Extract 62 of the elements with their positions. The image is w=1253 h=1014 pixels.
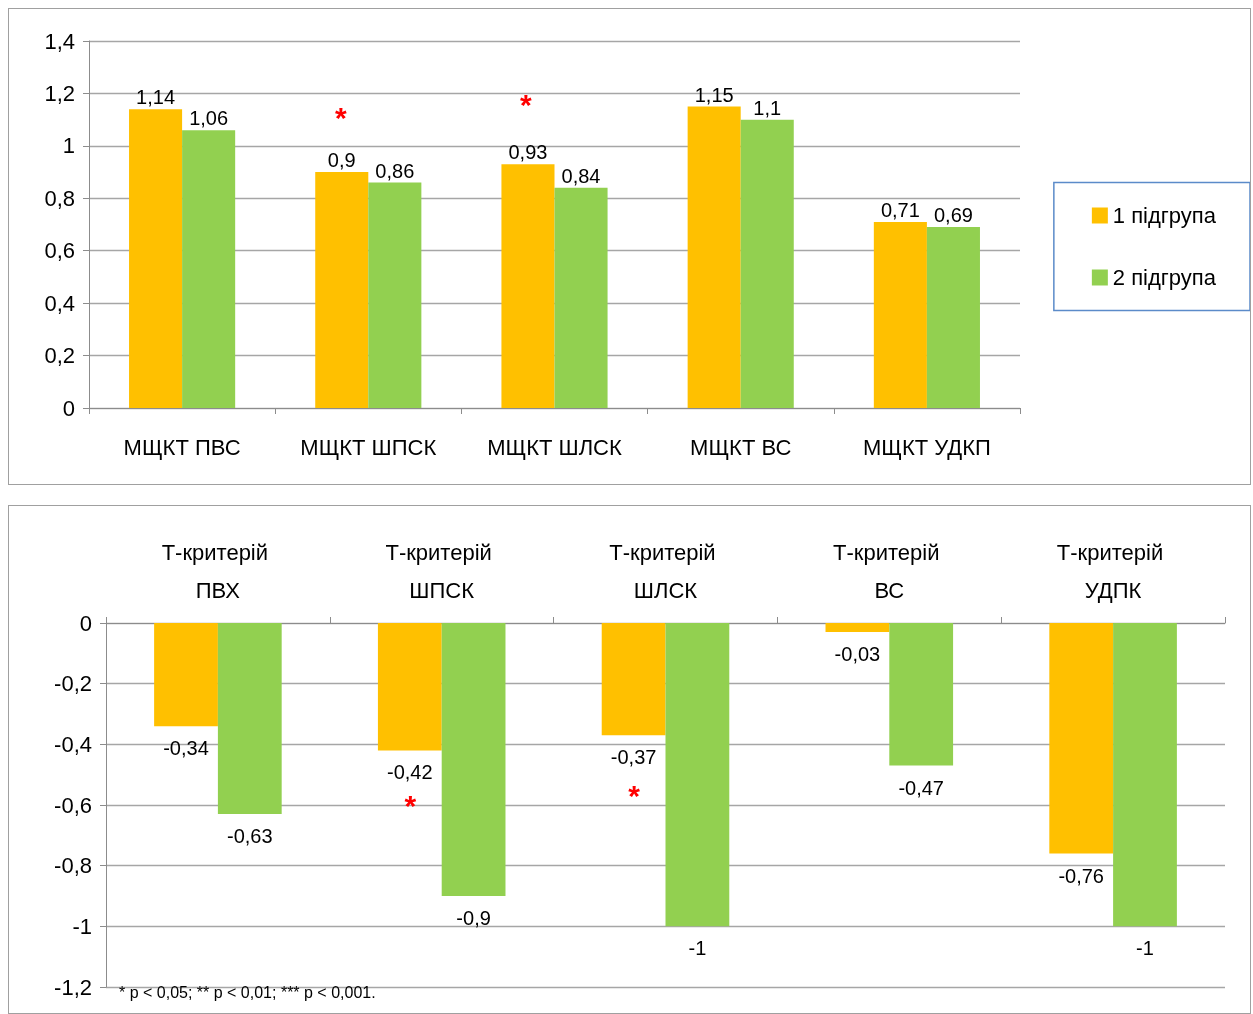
data-label: 0,93 xyxy=(508,141,548,164)
x-tick-label: Т-критерій ПВХ xyxy=(161,539,275,603)
bar xyxy=(554,187,608,408)
x-tick-label: МЩКТ УДКП xyxy=(862,434,991,460)
y-tick-label: 0,2 xyxy=(44,343,75,369)
data-label: 1,1 xyxy=(753,96,782,119)
bar xyxy=(687,106,741,408)
data-label: -0,47 xyxy=(898,776,944,799)
x-tick-label: МЩКТ ШПСК xyxy=(300,434,437,460)
annotation: * xyxy=(628,779,641,813)
y-tick-label: 0 xyxy=(79,610,92,636)
y-tick-label: 0,4 xyxy=(44,290,75,316)
data-label: 0,9 xyxy=(327,149,356,172)
bar xyxy=(501,164,555,408)
bar xyxy=(926,227,980,408)
data-label: -0,42 xyxy=(387,761,433,784)
data-label: -0,63 xyxy=(226,825,273,848)
x-tick-label: МЩКТ ПВС xyxy=(123,434,241,460)
legend-label: 1 підгрупа xyxy=(1112,203,1217,228)
data-label: -0,9 xyxy=(456,907,491,929)
x-tick-label: МЩКТ ВС xyxy=(690,434,792,460)
legend-label: 2 підгрупа xyxy=(1112,265,1217,290)
bar xyxy=(129,109,183,408)
y-tick-label: 0 xyxy=(62,395,75,421)
data-label: 1,15 xyxy=(694,83,734,106)
bar xyxy=(740,119,794,408)
y-tick-label: -0,6 xyxy=(54,792,92,818)
data-label: 0,84 xyxy=(561,164,601,187)
data-label: 0,86 xyxy=(375,159,415,182)
x-tick-label: МЩКТ ШЛСК xyxy=(487,434,622,460)
annotation: * xyxy=(335,100,347,134)
data-label: 1,06 xyxy=(189,107,229,130)
bar xyxy=(873,221,927,408)
y-tick-label: 1,4 xyxy=(44,28,75,54)
y-tick-label: -0,4 xyxy=(54,731,92,757)
data-label: -0,37 xyxy=(610,746,657,769)
x-tick-label: Т-критерій ВС xyxy=(833,539,946,603)
data-label: -1 xyxy=(688,937,707,960)
y-tick-label: -0,8 xyxy=(54,853,92,879)
data-label: -0,76 xyxy=(1058,864,1105,887)
annotation: * xyxy=(404,788,417,822)
x-tick-label: Т-критерій ШЛСК xyxy=(609,539,722,603)
data-label: -0,34 xyxy=(163,737,209,760)
y-tick-label: -1 xyxy=(72,913,92,939)
x-tick-label: Т-критерій УДПК xyxy=(1056,539,1170,603)
y-tick-label: 1,2 xyxy=(44,80,75,106)
y-tick-label: 0,8 xyxy=(44,185,75,211)
y-tick-label: -0,2 xyxy=(54,671,92,697)
y-tick-label: -1,2 xyxy=(54,974,92,1000)
annotation: * xyxy=(520,87,532,121)
data-label: 1,14 xyxy=(136,86,176,109)
data-label: -1 xyxy=(1136,937,1154,960)
bar xyxy=(315,172,369,408)
data-label: 0,69 xyxy=(933,204,973,227)
x-tick-label: Т-критерій ШПСК xyxy=(385,539,498,603)
bar xyxy=(182,130,236,408)
bar xyxy=(368,182,422,408)
y-tick-label: 0,6 xyxy=(44,238,75,264)
annotation: * p < 0,05; ** p < 0,01; *** p < 0,001. xyxy=(119,983,376,1001)
data-label: 0,71 xyxy=(880,198,920,221)
y-tick-label: 1 xyxy=(62,133,75,159)
data-label: -0,03 xyxy=(834,643,881,666)
